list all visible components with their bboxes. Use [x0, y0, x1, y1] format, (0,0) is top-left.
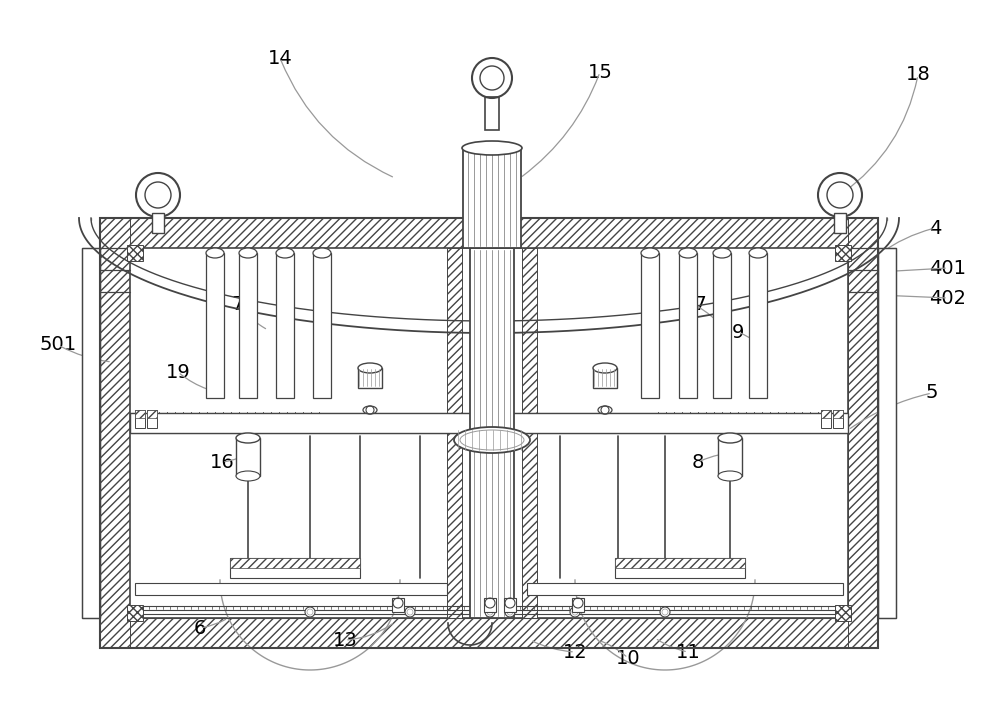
Ellipse shape — [749, 248, 767, 258]
Bar — [835, 605, 851, 621]
Bar — [230, 558, 360, 568]
Bar — [484, 598, 496, 612]
Text: 11: 11 — [676, 643, 700, 662]
Circle shape — [305, 607, 315, 617]
Bar — [135, 410, 145, 428]
Bar — [718, 438, 742, 476]
Bar — [833, 410, 843, 428]
Circle shape — [570, 607, 580, 617]
Bar — [135, 410, 145, 418]
Ellipse shape — [236, 433, 260, 443]
Bar — [522, 248, 537, 618]
Ellipse shape — [206, 248, 224, 258]
Bar — [878, 248, 896, 618]
Bar — [470, 248, 514, 618]
Bar — [485, 97, 499, 130]
Bar — [749, 253, 767, 398]
Ellipse shape — [454, 427, 530, 453]
Text: 4: 4 — [929, 219, 941, 238]
Bar — [527, 583, 843, 595]
Text: 501: 501 — [39, 335, 77, 354]
Text: 19: 19 — [166, 363, 190, 382]
Bar — [100, 218, 878, 248]
Bar — [878, 248, 896, 618]
Bar — [848, 218, 878, 648]
Text: 9: 9 — [732, 323, 744, 342]
Bar — [276, 253, 294, 398]
Text: 10: 10 — [616, 648, 640, 668]
Text: 5: 5 — [926, 384, 938, 403]
Bar — [100, 218, 130, 648]
Bar — [236, 438, 260, 476]
Bar — [572, 598, 584, 612]
Circle shape — [405, 607, 415, 617]
Circle shape — [485, 607, 495, 617]
Bar — [392, 598, 404, 612]
Text: 15: 15 — [588, 63, 612, 82]
Ellipse shape — [358, 363, 382, 373]
Bar — [206, 253, 224, 398]
Text: 401: 401 — [930, 259, 966, 278]
Ellipse shape — [641, 248, 659, 258]
Ellipse shape — [718, 471, 742, 481]
Circle shape — [480, 66, 504, 90]
Text: 16: 16 — [210, 453, 234, 472]
Bar — [679, 253, 697, 398]
Bar — [152, 213, 164, 233]
Bar — [835, 245, 851, 261]
Bar — [615, 558, 745, 568]
Ellipse shape — [598, 406, 612, 414]
Bar — [833, 410, 843, 418]
Bar — [100, 218, 878, 648]
Bar — [230, 558, 360, 578]
Bar — [82, 248, 100, 618]
Text: 12: 12 — [563, 643, 587, 662]
Text: 14: 14 — [268, 49, 292, 67]
Bar — [615, 558, 745, 578]
Circle shape — [660, 607, 670, 617]
Bar — [147, 410, 157, 428]
Bar — [821, 410, 831, 418]
Text: 6: 6 — [194, 619, 206, 638]
Bar — [147, 410, 157, 418]
Bar — [82, 248, 100, 618]
Text: 18: 18 — [906, 65, 930, 84]
Text: 7: 7 — [232, 295, 244, 314]
Bar — [834, 213, 846, 233]
Ellipse shape — [276, 248, 294, 258]
Text: 17: 17 — [683, 295, 707, 314]
Text: 8: 8 — [692, 453, 704, 472]
Bar — [463, 148, 521, 248]
Ellipse shape — [462, 141, 522, 155]
Bar — [821, 410, 831, 428]
Ellipse shape — [313, 248, 331, 258]
Bar — [135, 583, 447, 595]
Ellipse shape — [718, 433, 742, 443]
Ellipse shape — [239, 248, 257, 258]
Circle shape — [827, 182, 853, 208]
Circle shape — [505, 607, 515, 617]
Bar — [358, 368, 382, 388]
Bar — [130, 413, 848, 433]
Ellipse shape — [363, 406, 377, 414]
Ellipse shape — [679, 248, 697, 258]
Bar — [127, 605, 143, 621]
Bar — [239, 253, 257, 398]
Bar — [641, 253, 659, 398]
Ellipse shape — [713, 248, 731, 258]
Ellipse shape — [593, 363, 617, 373]
Text: 402: 402 — [930, 288, 966, 307]
Bar — [313, 253, 331, 398]
Ellipse shape — [236, 471, 260, 481]
Bar — [593, 368, 617, 388]
Bar — [130, 248, 848, 618]
Text: 13: 13 — [333, 631, 357, 650]
Bar — [713, 253, 731, 398]
Bar — [504, 598, 516, 612]
Circle shape — [145, 182, 171, 208]
Bar — [127, 245, 143, 261]
Bar — [100, 618, 878, 648]
Bar — [447, 248, 462, 618]
